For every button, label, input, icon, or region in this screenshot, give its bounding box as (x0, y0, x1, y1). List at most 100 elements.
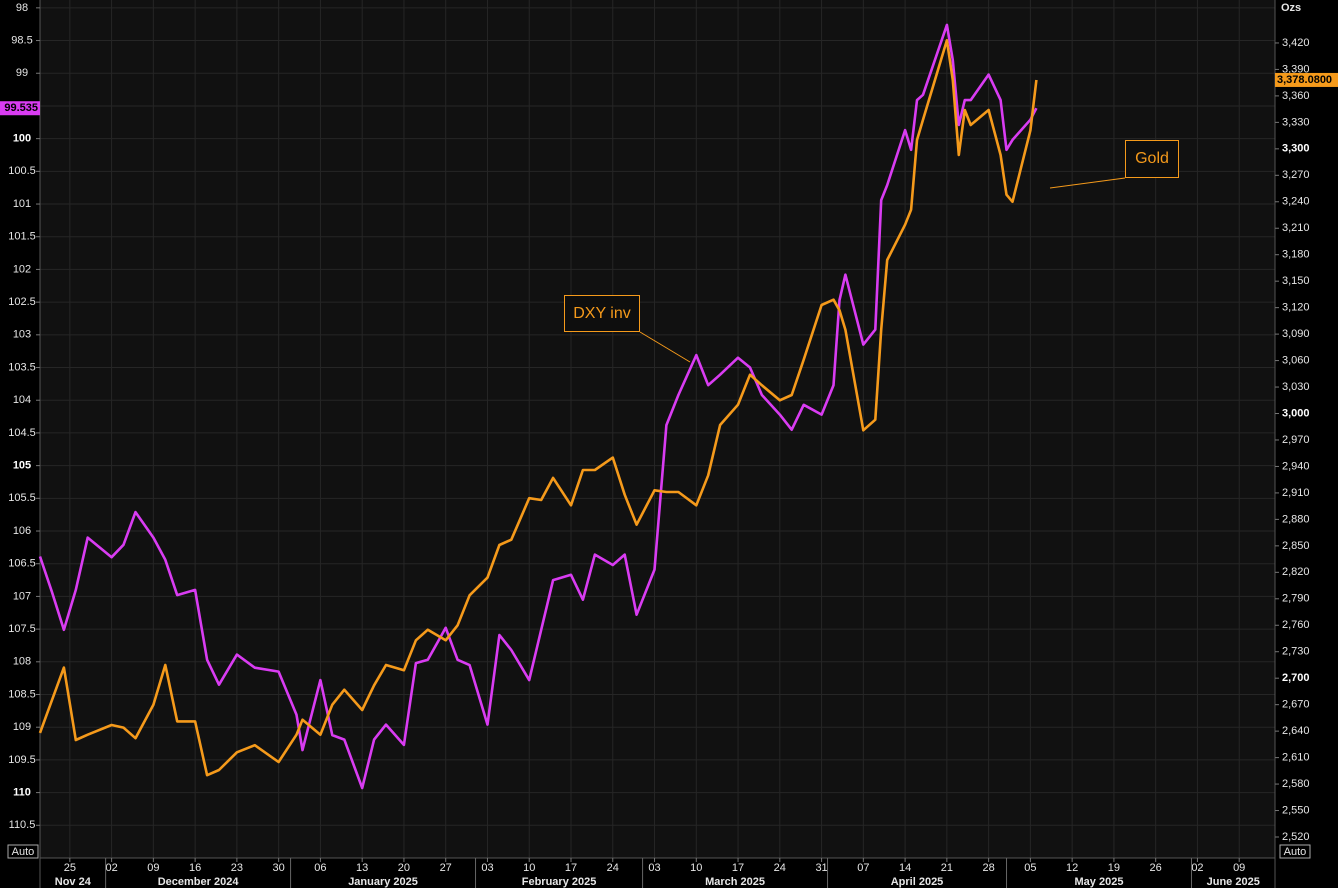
y-tick-label: 100 (13, 133, 31, 145)
x-tick-label: 17 (565, 862, 577, 874)
x-tick-label: 20 (398, 862, 410, 874)
x-tick-label: 19 (1108, 862, 1120, 874)
y2-tick-label: 2,760 (1282, 619, 1310, 631)
x-tick-label: 31 (815, 862, 827, 874)
x-tick-label: 28 (982, 862, 994, 874)
y-tick-label: 110 (13, 787, 31, 799)
x-tick-label: 09 (147, 862, 159, 874)
month-label: May 2025 (1075, 876, 1124, 888)
y2-tick-label: 2,580 (1282, 778, 1310, 790)
y-tick-label: 106 (13, 525, 31, 537)
x-tick-label: 27 (440, 862, 452, 874)
y2-tick-label: 2,730 (1282, 646, 1310, 658)
y2-tick-label: 3,210 (1282, 222, 1310, 234)
y2-tick-label: 2,850 (1282, 540, 1310, 552)
y2-tick-label: 3,390 (1282, 63, 1310, 75)
y-tick-label: 98 (16, 2, 28, 14)
x-tick-label: 25 (64, 862, 76, 874)
plot-area (40, 0, 1275, 858)
y-tick-label: 106.5 (8, 558, 36, 570)
x-tick-label: 24 (607, 862, 619, 874)
y-tick-label: 104.5 (8, 427, 36, 439)
series-line (38, 39, 1038, 777)
y-tick-label: 102.5 (8, 296, 36, 308)
y2-tick-label: 3,030 (1282, 381, 1310, 393)
x-tick-label: 13 (356, 862, 368, 874)
scale-mode: Auto (1284, 846, 1307, 858)
y2-unit: Ozs (1281, 2, 1301, 14)
y2-tick-label: 2,910 (1282, 487, 1310, 499)
x-tick-label: 17 (732, 862, 744, 874)
y-tick-label: 105 (13, 460, 31, 472)
y-tick-label: 108.5 (8, 688, 36, 700)
y2-tick-label: 2,520 (1282, 831, 1310, 843)
annotation-leader (1049, 177, 1126, 189)
y-tick-label: 108 (13, 656, 31, 668)
annotation: DXY inv (564, 295, 640, 332)
y2-tick-label: 3,240 (1282, 196, 1310, 208)
last-value-tag (1275, 72, 1338, 87)
y-tick-label: 102 (13, 263, 31, 275)
x-tick-label: 02 (105, 862, 117, 874)
y-tick-label: 98.5 (11, 34, 32, 46)
y-tick-label: 101.5 (8, 231, 36, 243)
month-label: April 2025 (891, 876, 944, 888)
month-label: January 2025 (348, 876, 418, 888)
y2-tick-label: 3,000 (1282, 407, 1310, 419)
y2-tick-label: 3,120 (1282, 302, 1310, 314)
y2-tick-label: 2,940 (1282, 460, 1310, 472)
x-tick-label: 03 (481, 862, 493, 874)
y2-tick-label: 2,670 (1282, 699, 1310, 711)
y2-tick-label: 2,640 (1282, 725, 1310, 737)
y-tick-label: 109.5 (8, 754, 36, 766)
x-tick-label: 14 (899, 862, 911, 874)
y-tick-label: 105.5 (8, 492, 36, 504)
y-tick-label: 107.5 (8, 623, 36, 635)
y2-tick-label: 2,550 (1282, 804, 1310, 816)
annotation: Gold (1125, 140, 1179, 178)
x-tick-label: 12 (1066, 862, 1078, 874)
y2-tick-label: 3,330 (1282, 116, 1310, 128)
y-tick-label: 107 (13, 590, 31, 602)
y-tick-label: 109 (13, 721, 31, 733)
y2-tick-label: 3,420 (1282, 37, 1310, 49)
x-tick-label: 23 (231, 862, 243, 874)
y2-tick-label: 3,180 (1282, 249, 1310, 261)
x-tick-label: 21 (941, 862, 953, 874)
x-tick-label: 09 (1233, 862, 1245, 874)
last-value-label: 99.535 (4, 102, 38, 114)
month-label: Nov 24 (55, 876, 92, 888)
y2-tick-label: 2,790 (1282, 593, 1310, 605)
y-tick-label: 103 (13, 329, 31, 341)
y-tick-label: 110.5 (9, 819, 36, 831)
y2-tick-label: 2,820 (1282, 566, 1310, 578)
x-tick-label: 10 (690, 862, 702, 874)
last-value-label: 3,378.0800 (1277, 74, 1332, 86)
last-value-tag (0, 101, 40, 116)
x-tick-label: 10 (523, 862, 535, 874)
y2-tick-label: 3,300 (1282, 143, 1310, 155)
scale-mode-box (1279, 844, 1311, 859)
x-tick-label: 24 (774, 862, 786, 874)
x-tick-label: 07 (857, 862, 869, 874)
scale-mode: Auto (12, 846, 35, 858)
x-tick-label: 30 (273, 862, 285, 874)
y2-tick-label: 3,060 (1282, 354, 1310, 366)
x-tick-label: 26 (1150, 862, 1162, 874)
x-tick-label: 02 (1191, 862, 1203, 874)
x-tick-label: 05 (1024, 862, 1036, 874)
x-tick-label: 16 (189, 862, 201, 874)
month-label: December 2024 (158, 876, 240, 888)
month-label: March 2025 (705, 876, 765, 888)
y-tick-label: 99 (16, 67, 28, 79)
x-tick-label: 03 (648, 862, 660, 874)
y2-tick-label: 3,270 (1282, 169, 1310, 181)
grid (40, 0, 1275, 858)
annotation-leader (639, 331, 691, 363)
y-tick-label: 103.5 (8, 361, 36, 373)
x-tick-label: 06 (314, 862, 326, 874)
y2-tick-label: 2,880 (1282, 513, 1310, 525)
y-tick-label: 101 (13, 198, 31, 210)
y2-tick-label: 2,610 (1282, 752, 1310, 764)
